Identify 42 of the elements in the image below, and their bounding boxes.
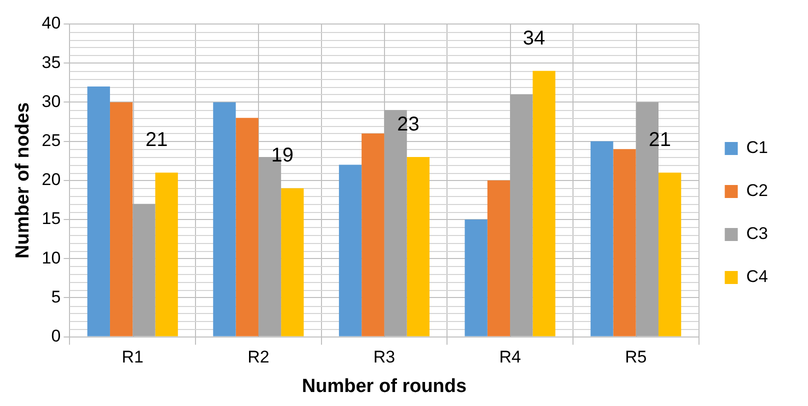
- x-tick-label: R1: [122, 348, 144, 367]
- data-label: 21: [145, 129, 168, 152]
- bar: [658, 172, 682, 336]
- bar: [110, 102, 133, 336]
- bar: [532, 70, 556, 336]
- y-tick-label: 0: [51, 326, 61, 346]
- y-axis-title: Number of nodes: [12, 102, 34, 259]
- bar: [464, 220, 488, 336]
- y-tick-label: 5: [51, 287, 61, 306]
- bar: [87, 86, 110, 336]
- legend-label: C4: [746, 267, 768, 286]
- x-tick-label: R3: [373, 348, 396, 367]
- y-tick-label: 35: [42, 52, 61, 72]
- y-tick-label: 10: [42, 248, 61, 268]
- bar: [487, 180, 510, 336]
- bar: [281, 188, 304, 336]
- bar: [362, 133, 384, 336]
- bar: [155, 172, 178, 336]
- y-tick-label: 20: [42, 170, 61, 190]
- data-label: 23: [397, 113, 420, 136]
- data-label: 21: [648, 129, 671, 152]
- x-tick-label: R5: [624, 348, 647, 367]
- bar: [590, 141, 614, 336]
- bar: [132, 204, 156, 336]
- y-tick-label: 15: [42, 209, 61, 228]
- bar: [406, 156, 430, 336]
- bar: [510, 94, 533, 336]
- data-label: 34: [522, 27, 546, 50]
- x-tick-label: R4: [499, 348, 521, 367]
- data-label: 19: [271, 144, 294, 167]
- bar: [236, 118, 258, 336]
- y-tick-label: 25: [42, 130, 61, 150]
- bar: [213, 102, 236, 336]
- y-tick-label: 30: [42, 92, 61, 111]
- legend-label: C2: [746, 181, 768, 200]
- bar: [613, 149, 636, 336]
- bar: [338, 164, 362, 336]
- y-tick-label: 40: [42, 14, 61, 33]
- legend-label: C1: [746, 138, 768, 158]
- legend-label: C3: [746, 224, 768, 244]
- x-tick-label: R2: [248, 348, 270, 367]
- x-axis-title: Number of rounds: [302, 376, 467, 397]
